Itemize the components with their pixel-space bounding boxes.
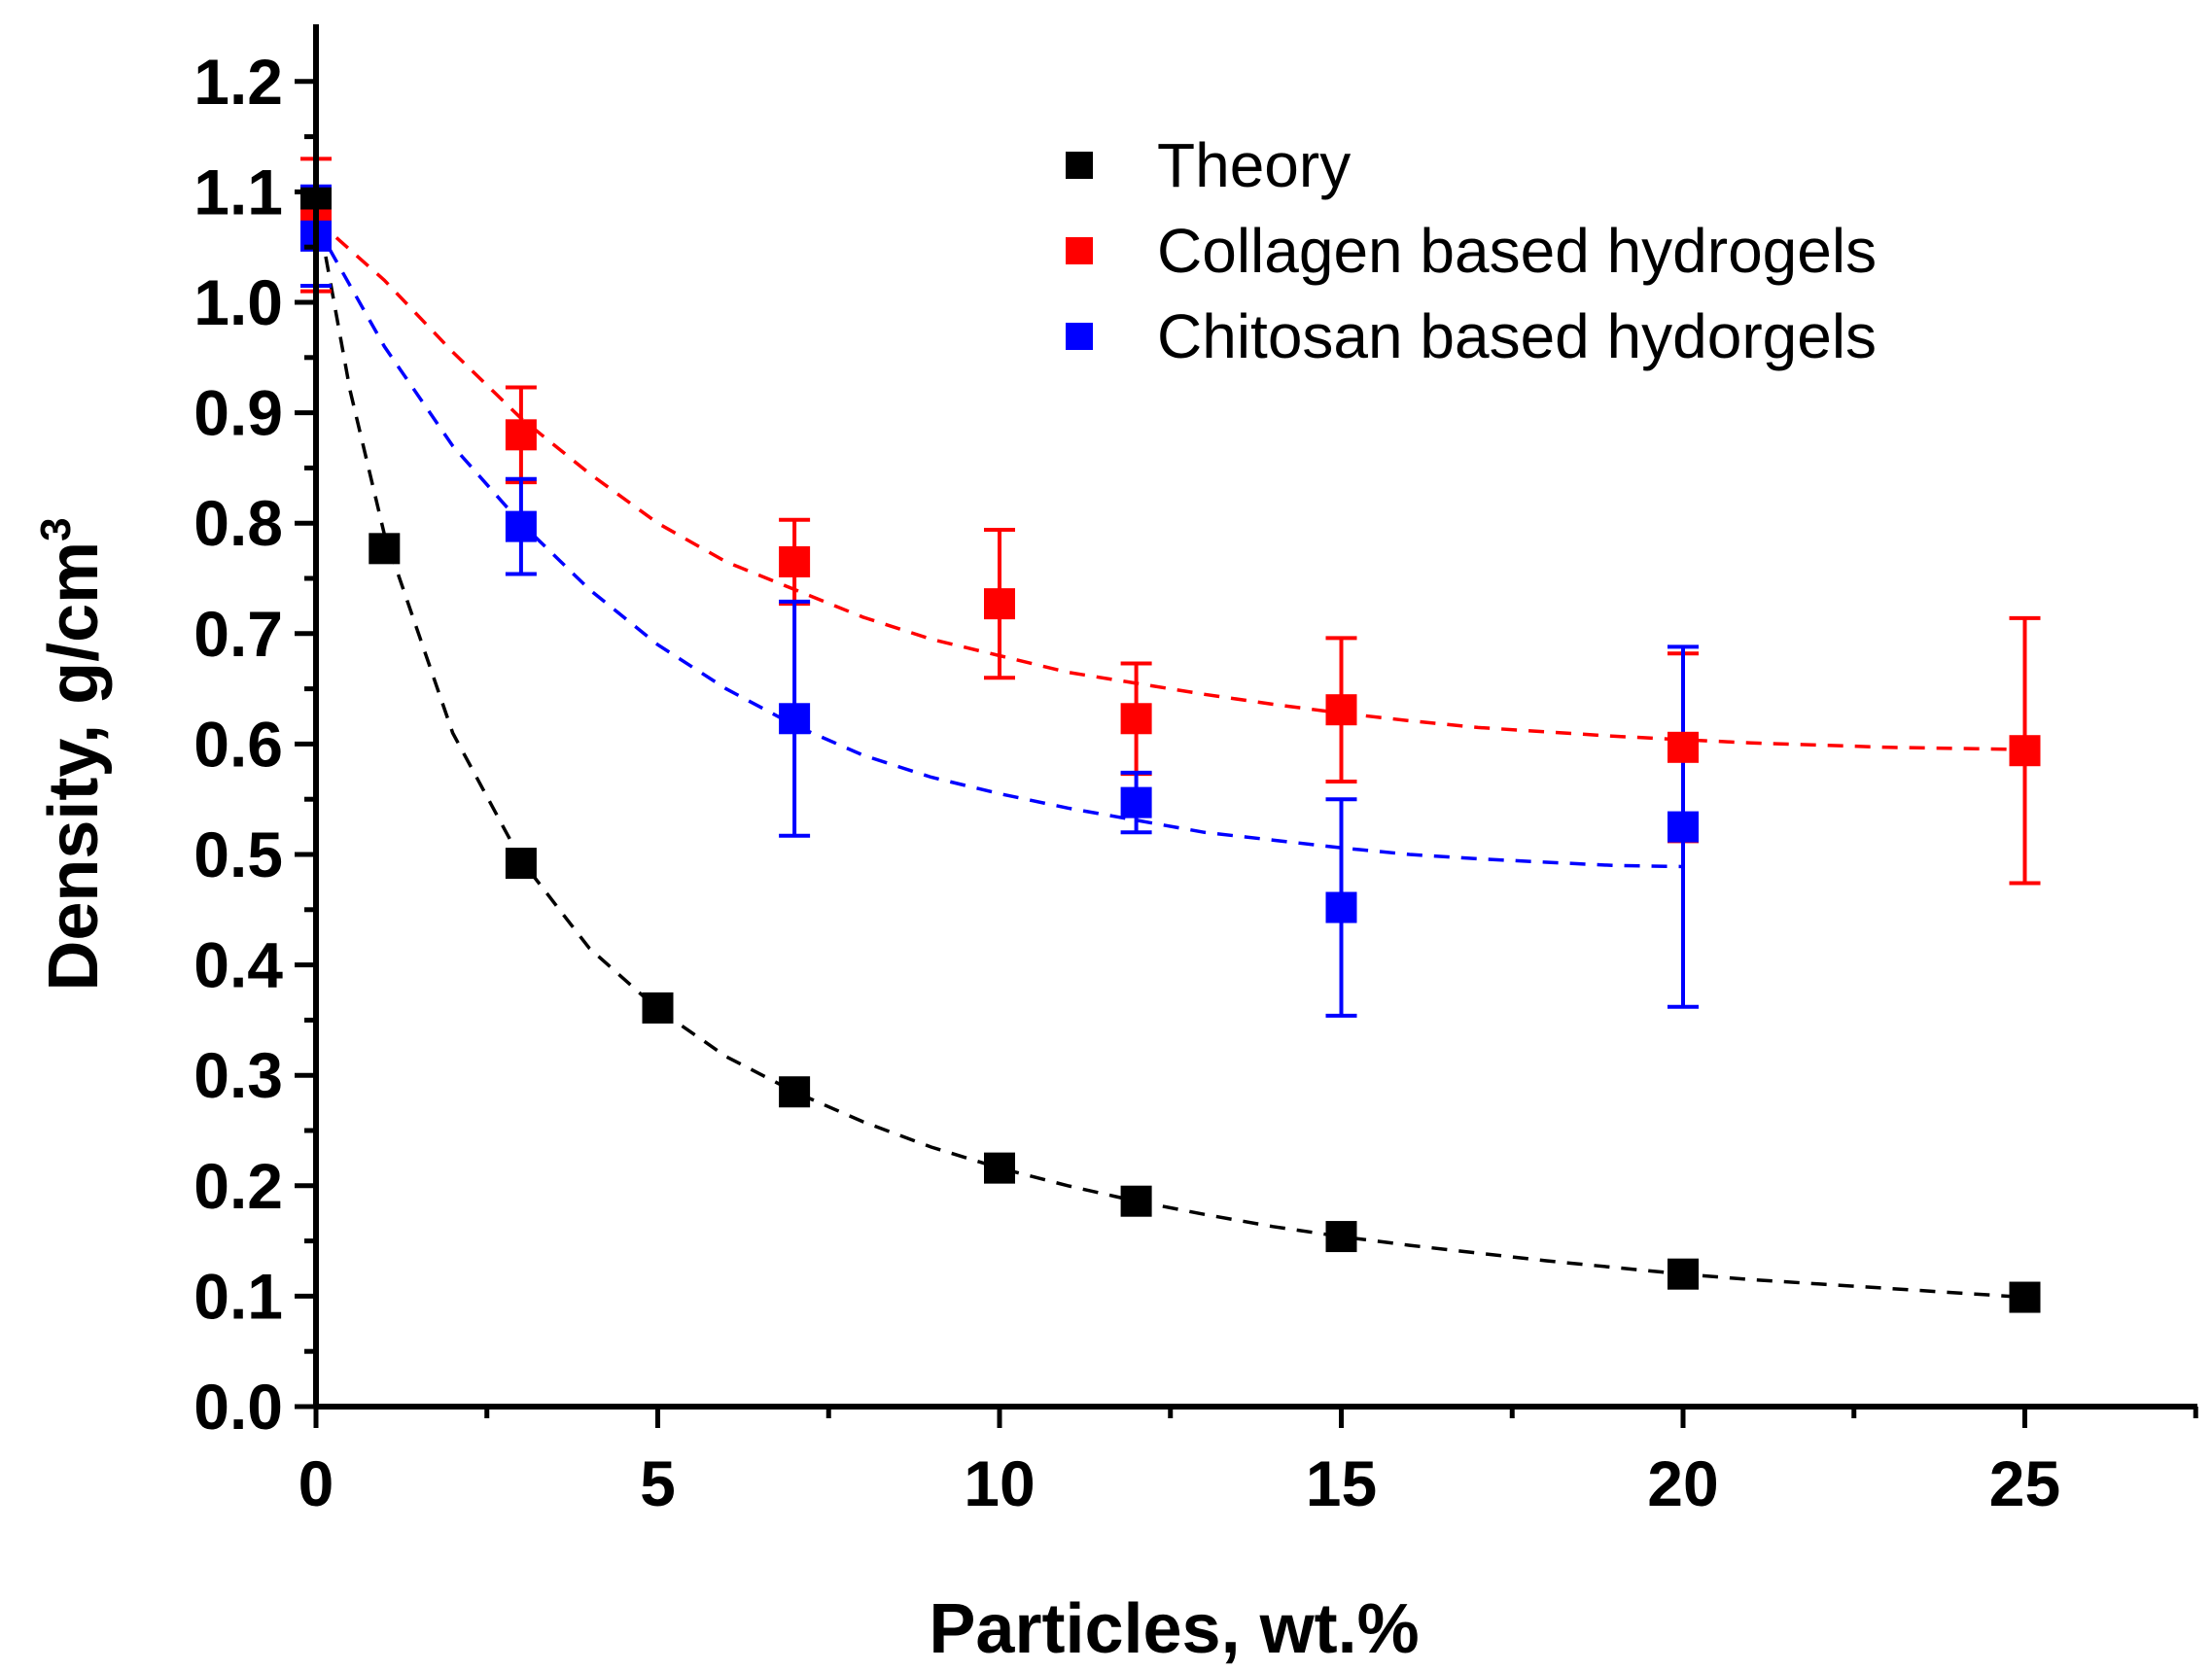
data-point [779,1076,811,1108]
data-point [369,533,401,565]
data-point [1120,703,1152,735]
y-axis-title-text: Density, g/cm [35,541,113,992]
data-point [505,419,537,451]
y-tick-label: 0.6 [193,708,283,780]
y-axis-title-superscript: 3 [32,517,80,540]
y-tick-label: 0.9 [193,377,283,449]
data-point [1120,1185,1152,1217]
data-point [1120,786,1152,818]
data-point [2009,735,2041,767]
data-point [1325,694,1357,726]
legend-label: Collagen based hydrogels [1157,216,1877,286]
y-axis-title: Density, g/cm3 [32,517,113,991]
x-tick-label: 10 [964,1447,1035,1519]
error-bars [300,157,2041,1018]
y-tick-label: 1.1 [193,156,283,227]
x-tick-label: 15 [1306,1447,1377,1519]
y-tick-label: 0.7 [193,598,283,670]
fit-curve [314,218,2025,751]
x-tick-label: 25 [1989,1447,2060,1519]
legend-marker [1066,237,1093,264]
data-point [779,703,811,735]
legend-label: Theory [1157,130,1351,200]
data-point [1325,1221,1357,1253]
axes: 0 5 10 15 20 25 0.0 0.1 0.2 0.3 0.4 0.5 0.6 0.7 0.8 0.9… [193,24,2198,1519]
x-tick-label: 0 [298,1447,334,1519]
legend-marker [1066,323,1093,350]
y-tick-label: 0.1 [193,1260,283,1332]
data-point [1668,731,1699,763]
data-point [1325,891,1357,923]
data-point [984,1152,1015,1184]
y-tick-label: 0.4 [193,929,283,1001]
legend: Theory Collagen based hydrogels Chitosan b… [1066,130,1877,371]
y-tick-label: 0.3 [193,1039,283,1111]
legend-label: Chitosan based hydorgels [1157,301,1877,371]
legend-marker [1066,152,1093,179]
y-tick-label: 0.5 [193,818,283,890]
data-point [1668,1258,1699,1290]
x-tick-label: 20 [1647,1447,1718,1519]
y-tick-label: 0.2 [193,1150,283,1222]
data-point [505,848,537,880]
data-point [1668,811,1699,843]
fit-curve [314,224,1684,869]
x-axis-title: Particles, wt.% [929,1590,1419,1668]
data-point [2009,1281,2041,1313]
data-point [505,510,537,542]
y-tick-label: 1.0 [193,266,283,338]
x-tick-label: 5 [640,1447,676,1519]
y-tick-label: 0.8 [193,487,283,559]
y-tick-label: 1.2 [193,46,283,118]
data-point [984,588,1015,620]
y-tick-label: 0.0 [193,1371,283,1443]
data-point [779,545,811,577]
data-point [642,992,674,1024]
